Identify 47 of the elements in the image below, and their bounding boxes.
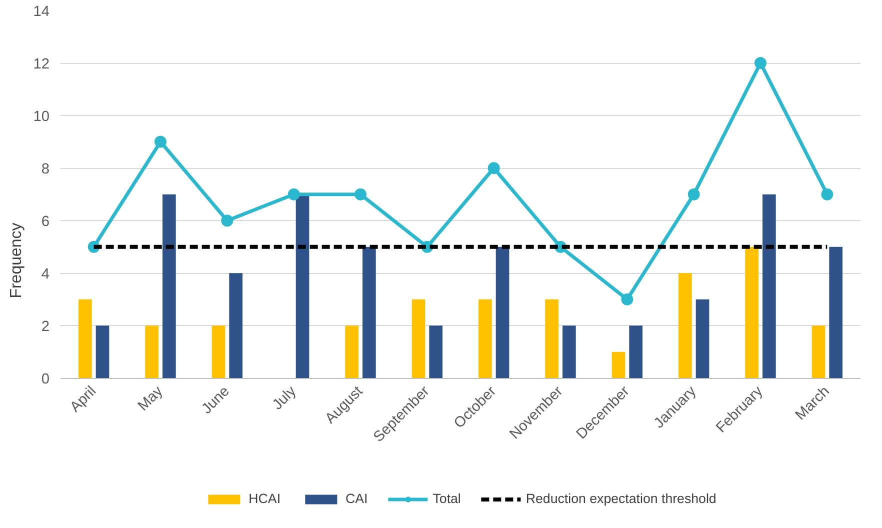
y-tick-label: 0: [41, 372, 50, 388]
bar: [412, 299, 426, 378]
point: [221, 214, 234, 227]
bar: [545, 299, 558, 378]
y-tick-label: 8: [41, 162, 50, 178]
bar: [478, 299, 492, 378]
bar: [696, 299, 710, 378]
x-tick-label: May: [135, 383, 167, 414]
bar: [345, 326, 358, 378]
bar: [562, 326, 576, 378]
bar: [78, 299, 92, 378]
point: [688, 188, 700, 200]
point: [621, 293, 634, 306]
bar: [145, 326, 158, 378]
bar: [612, 352, 626, 378]
point: [354, 188, 366, 200]
y-tick-label: 4: [41, 266, 50, 283]
bar: [678, 273, 692, 378]
y-tick-label: 12: [33, 56, 50, 73]
x-tick-label: July: [270, 383, 300, 414]
bar: [229, 273, 242, 378]
legend-label: Reduction expectation threshold: [526, 491, 716, 506]
bar: [429, 326, 442, 378]
y-tick-label: 14: [33, 4, 50, 20]
bar: [829, 246, 842, 378]
bar: [762, 194, 776, 378]
bar: [629, 326, 642, 378]
bar: [496, 246, 510, 378]
point: [488, 162, 500, 174]
bar: [96, 326, 110, 378]
bar: [212, 326, 226, 378]
y-tick-label: 10: [33, 109, 50, 126]
bar: [812, 326, 826, 378]
y-axis-title: Frequency: [8, 222, 26, 298]
legend-label: HCAI: [248, 491, 281, 506]
legend-label: CAI: [346, 491, 368, 506]
point: [154, 136, 166, 148]
bar: [162, 194, 176, 378]
point: [754, 57, 766, 70]
y-tick-label: 2: [41, 319, 50, 336]
point: [288, 188, 300, 200]
point: [821, 188, 834, 200]
bar: [296, 194, 310, 378]
bar: [362, 246, 376, 378]
y-tick-label: 6: [41, 214, 50, 230]
legend-label: Total: [432, 491, 461, 506]
bar: [745, 246, 758, 378]
